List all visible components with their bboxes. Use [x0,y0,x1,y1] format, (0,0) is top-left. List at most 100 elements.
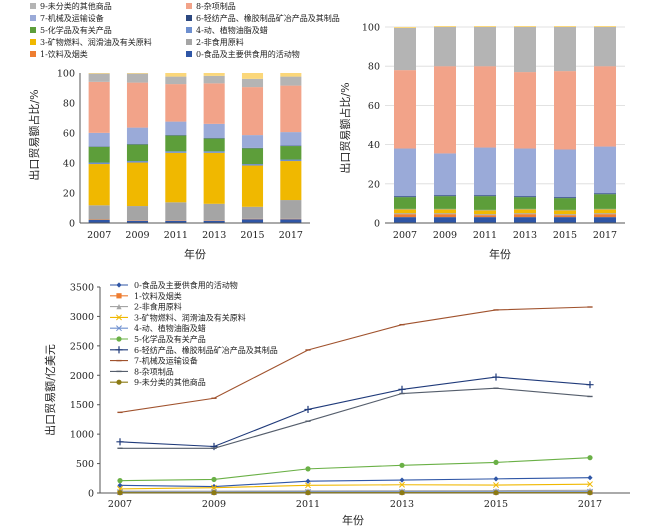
marker-circle [116,336,122,342]
y-tick-label: 100 [57,69,75,80]
line-path [119,376,591,448]
bar-segment [434,153,456,196]
y-tick-label: 80 [63,99,75,110]
bar-segment [394,213,416,215]
bar-segment [554,217,576,223]
legend-swatch [30,15,36,21]
bar-segment [394,27,416,71]
bar-segment [203,75,225,84]
bar-segment [241,206,264,219]
bar-segment [126,220,149,223]
bar-segment [514,196,536,198]
line-path [119,306,591,413]
bar-segment [514,72,536,149]
y-tick-label: 2500 [70,341,94,352]
bar-segment [165,121,187,136]
legend-swatch [186,15,192,21]
marker-x [211,484,217,491]
bar-segment [203,123,225,139]
line-path [119,457,591,482]
series-line [117,488,593,496]
marker-x [116,314,122,321]
bar-segment [126,144,149,162]
legend-swatch [186,51,192,57]
bar-segment [88,220,110,223]
bar-segment [280,159,302,162]
marker-diamond [493,476,499,482]
x-tick-label: 2009 [202,499,226,510]
bar-segment [434,209,456,214]
bar-segment [474,217,496,223]
bar-segment [88,205,110,220]
x-tick-label: 2013 [390,499,414,510]
bar-segment [165,84,187,122]
x-tick-label: 2017 [578,499,602,510]
series-line [117,387,593,449]
bar-segment [241,87,264,136]
y-tick-label: 1500 [70,400,94,411]
x-tick-label: 2015 [240,230,264,241]
marker-circle [587,490,593,496]
bar-segment [126,73,149,74]
marker-plus [398,385,406,394]
y-tick-label: 3000 [70,312,94,323]
bar-segment [594,27,616,67]
y-tick-label: 60 [368,101,380,112]
bar-segment [203,138,225,152]
bar-segment [514,197,536,209]
bar-segment [165,135,187,152]
legend-label: 2-非食用原料 [134,302,182,312]
y-tick-label: 100 [362,23,380,34]
bar-segment [280,85,302,133]
marker-x [587,481,593,488]
bar-segment [241,148,264,165]
bar-segment [165,202,187,221]
bar-segment [394,196,416,198]
bar-segment [280,76,302,86]
marker-plus [304,405,312,414]
bar-segment [241,78,264,88]
bar-segment [594,194,616,209]
bar-segment [88,164,110,206]
bar-segment [394,214,416,218]
y-tick-label: 3500 [70,283,94,294]
bar-segment [88,162,110,165]
bar-segment [434,26,456,27]
marker-circle [587,455,593,461]
chart-bottom-legend: 0-食品及主要供食用的活动物1-饮料及烟类2-非食用原料3-矿物燃料、润滑油及有… [110,280,278,387]
bar-segment [165,76,187,85]
bar-segment [554,210,576,215]
legend-label: 5-化学品及有关产品 [134,334,206,344]
marker-diamond [117,482,123,488]
series-line [117,490,593,496]
legend-label: 4-动、植物油脂及蜡 [196,25,268,35]
line-path [119,483,591,490]
bar-segment [241,164,264,166]
bar-segment [203,203,225,221]
bar-segment [394,27,416,28]
x-tick-label: 2013 [202,230,226,241]
marker-circle [305,466,311,472]
bar-segment [554,27,576,72]
bar-segment [514,27,536,73]
bar-segment [88,81,110,133]
legend-label: 4-动、植物油脂及蜡 [134,323,206,333]
chart-bottom-xlabel: 年份 [342,513,364,527]
marker-triangle [116,304,122,310]
bar-segment [165,220,187,223]
marker-circle [211,476,217,483]
series-line [117,455,593,484]
marker-circle [493,459,499,465]
bar-segment [126,206,149,221]
bar-segment [280,146,302,160]
bar-segment [280,73,302,77]
marker-diamond [116,282,122,288]
legend-label: 9-未分类的其他商品 [134,377,206,387]
legend-label: 6-轻纺产品、橡胶制品矿冶产品及其制品 [196,13,340,23]
y-tick-label: 0 [69,219,75,230]
bar-segment [394,209,416,214]
x-tick-label: 2011 [473,230,497,241]
bar-segment [203,73,225,76]
bar-segment [280,161,302,201]
